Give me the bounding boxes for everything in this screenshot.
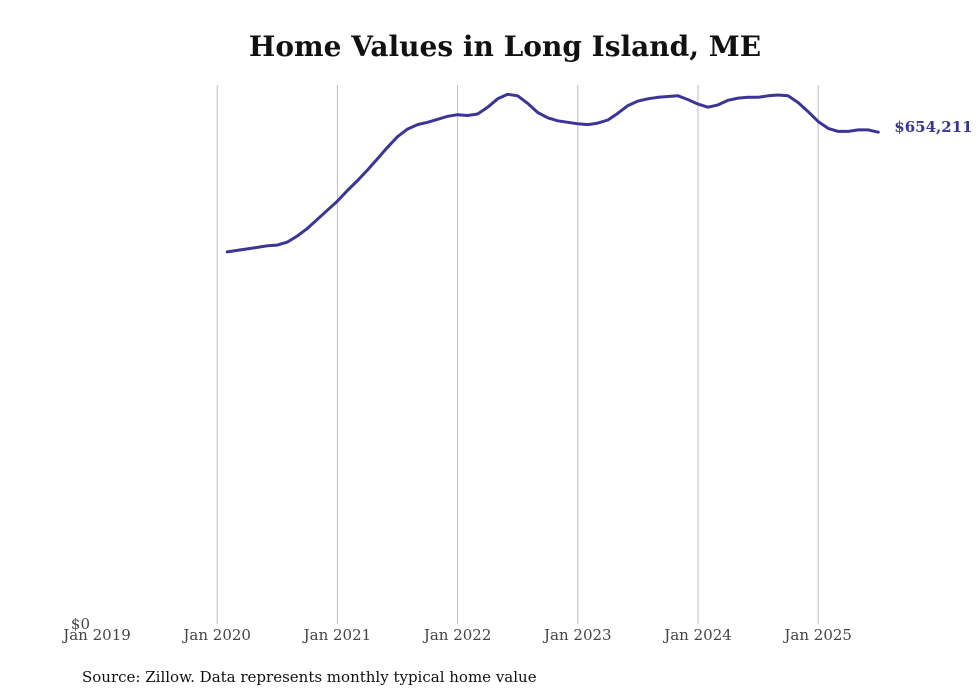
x-tick-label: Jan 2024 [662, 626, 732, 644]
x-tick-label: Jan 2025 [782, 626, 852, 644]
x-tick-label: Jan 2021 [302, 626, 372, 644]
end-value-label: $654,211 [894, 118, 972, 136]
x-tick-label: Jan 2022 [422, 626, 492, 644]
grid-lines [216, 85, 819, 624]
source-note: Source: Zillow. Data represents monthly … [82, 668, 537, 686]
end-label-group: $654,211 [894, 118, 972, 136]
x-axis-ticks: Jan 2019 Jan 2020 Jan 2021 Jan 2022 Jan 2023… [61, 615, 852, 644]
x-tick-label: Jan 2023 [542, 626, 612, 644]
series-line-group [225, 92, 880, 254]
x-tick-label: Jan 2019 [61, 626, 131, 644]
x-tick-label: Jan 2020 [181, 626, 251, 644]
y-tick-label: $0 [71, 615, 90, 633]
series-line [225, 92, 880, 254]
chart-title: Home Values in Long Island, ME [248, 30, 762, 63]
